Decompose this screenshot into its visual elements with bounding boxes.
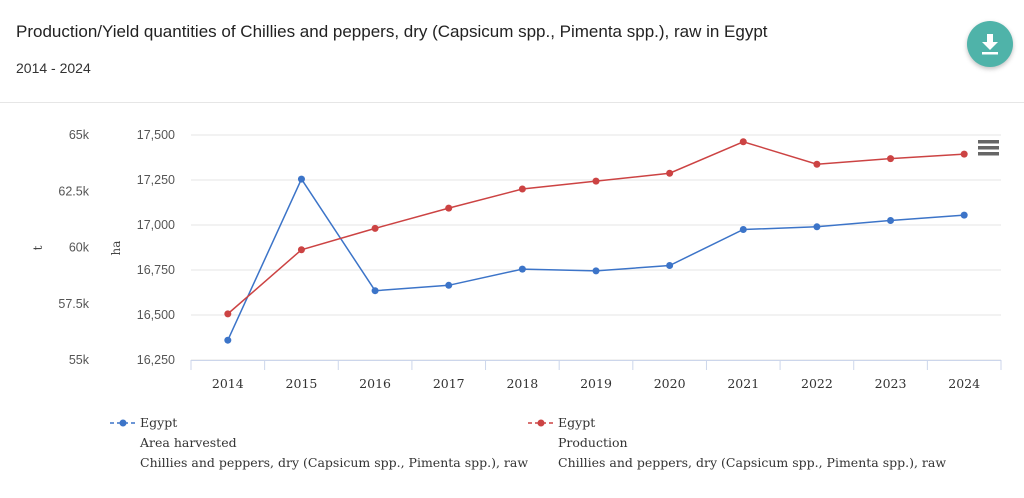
data-point[interactable]	[592, 267, 600, 275]
line-chart: 16,250 16,500 16,750 17,000 17,250 17,500 55k 5…	[31, 128, 1002, 391]
data-point[interactable]	[518, 265, 526, 273]
data-point[interactable]	[518, 185, 526, 193]
data-point[interactable]	[445, 281, 453, 289]
y-tick-label-t: 65k	[69, 128, 90, 142]
data-point[interactable]	[739, 226, 747, 233]
series-line-area-harvested	[227, 177, 965, 341]
data-point[interactable]	[813, 160, 821, 168]
download-icon	[982, 34, 998, 55]
legend-swatch	[528, 419, 554, 427]
y-tick-label-ha: 17,500	[137, 128, 175, 142]
chart-header: Production/Yield quantities of Chillies …	[0, 0, 1024, 103]
x-tick-label: 2021	[727, 376, 759, 391]
data-point[interactable]	[666, 169, 674, 177]
y-axis-title-t: t	[31, 245, 45, 250]
data-point[interactable]	[739, 138, 747, 146]
data-point[interactable]	[960, 150, 968, 158]
legend-series-name: Egypt	[140, 415, 178, 430]
legend-series-name: Egypt	[558, 415, 596, 430]
data-point[interactable]	[960, 211, 968, 219]
series-line-production	[227, 140, 965, 315]
hamburger-menu-icon[interactable]	[978, 140, 999, 156]
data-point[interactable]	[887, 217, 895, 224]
legend-item-name: Chillies and peppers, dry (Capsicum spp.…	[140, 455, 529, 470]
data-point[interactable]	[666, 262, 674, 269]
y-axis-title-ha: ha	[109, 241, 123, 256]
data-point[interactable]	[813, 223, 821, 231]
y-tick-label-t: 60k	[69, 241, 90, 255]
x-tick-label: 2015	[286, 376, 318, 391]
data-point[interactable]	[297, 246, 305, 254]
data-point[interactable]	[297, 175, 305, 183]
legend-label: Egypt Area harvested Chillies and peppers,…	[140, 413, 528, 473]
x-tick-label: 2019	[580, 376, 612, 391]
x-tick-label: 2014	[212, 376, 244, 391]
y-tick-label-t: 57.5k	[58, 297, 89, 311]
data-point[interactable]	[224, 310, 232, 318]
legend-element: Area harvested	[140, 435, 237, 450]
menu-bar	[978, 140, 999, 144]
y-tick-label-ha: 16,750	[137, 263, 175, 277]
data-point[interactable]	[445, 204, 453, 212]
y-tick-label-ha: 17,000	[137, 218, 175, 232]
data-point[interactable]	[887, 155, 895, 163]
legend-label: Egypt Production Chillies and peppers, dry…	[558, 413, 946, 473]
data-point[interactable]	[371, 287, 379, 295]
download-button[interactable]	[967, 21, 1013, 67]
x-tick-label: 2018	[506, 376, 538, 391]
x-tick-label: 2016	[359, 376, 391, 391]
x-tick-label: 2020	[654, 376, 686, 391]
x-tick-label: 2017	[433, 376, 465, 391]
legend-swatch	[110, 419, 136, 427]
x-tick-label: 2022	[801, 376, 833, 391]
y-tick-label-ha: 17,250	[137, 173, 175, 187]
chart-title: Production/Yield quantities of Chillies …	[16, 22, 768, 41]
y-tick-label-t: 62.5k	[58, 184, 89, 198]
data-point[interactable]	[371, 224, 379, 232]
menu-bar	[978, 152, 999, 156]
chart-subtitle: 2014 - 2024	[16, 60, 91, 76]
legend-item-name: Chillies and peppers, dry (Capsicum spp.…	[558, 455, 947, 470]
data-point[interactable]	[592, 177, 600, 185]
y-tick-label-ha: 16,250	[137, 353, 175, 367]
x-tick-label: 2023	[875, 376, 907, 391]
legend-element: Production	[558, 435, 628, 450]
data-point[interactable]	[224, 336, 232, 344]
menu-bar	[978, 146, 999, 150]
y-tick-label-t: 55k	[69, 353, 90, 367]
x-tick-label: 2024	[948, 376, 980, 391]
y-tick-label-ha: 16,500	[137, 308, 175, 322]
